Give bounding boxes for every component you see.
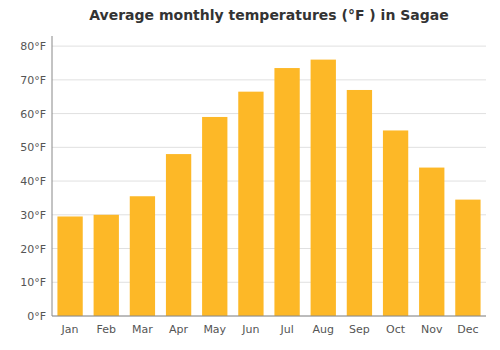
x-tick-label: Dec bbox=[457, 323, 478, 336]
grid-line bbox=[52, 316, 486, 317]
y-tick-label: 0°F bbox=[27, 310, 46, 323]
bar bbox=[274, 68, 299, 316]
x-tick-labels: Jan Feb Mar Apr May Jun Jul Aug Sep Oct Nov Dec bbox=[61, 323, 479, 336]
bar bbox=[455, 200, 480, 316]
x-tick-label: Feb bbox=[97, 323, 116, 336]
x-tick-label: Jul bbox=[279, 323, 293, 336]
bar bbox=[166, 154, 191, 316]
bar bbox=[130, 196, 155, 316]
bar bbox=[383, 130, 408, 316]
y-axis-line bbox=[52, 36, 53, 316]
x-tick-label: Nov bbox=[421, 323, 443, 336]
x-tick-label: Jan bbox=[61, 323, 79, 336]
x-tick-label: Aug bbox=[313, 323, 334, 336]
bars bbox=[57, 60, 480, 316]
x-tick-label: Oct bbox=[386, 323, 406, 336]
chart-container: Average monthly temperatures (°F ) in Sa… bbox=[0, 0, 500, 350]
bar bbox=[57, 216, 82, 316]
y-tick-label: 70°F bbox=[20, 74, 46, 87]
y-tick-label: 30°F bbox=[20, 209, 46, 222]
grid-line bbox=[52, 46, 486, 47]
x-axis-line bbox=[52, 316, 486, 317]
chart-svg: Average monthly temperatures (°F ) in Sa… bbox=[0, 0, 500, 350]
bar bbox=[311, 60, 336, 316]
bar bbox=[202, 117, 227, 316]
grid-line bbox=[52, 113, 486, 114]
x-tick-label: May bbox=[203, 323, 226, 336]
y-tick-label: 40°F bbox=[20, 175, 46, 188]
y-grid bbox=[52, 46, 486, 316]
bar bbox=[238, 92, 263, 316]
y-tick-labels: 0°F 10°F 20°F 30°F 40°F 50°F 60°F 70°F 80°F bbox=[20, 40, 46, 323]
grid-line bbox=[52, 79, 486, 80]
y-tick-label: 50°F bbox=[20, 141, 46, 154]
x-tick-label: Jun bbox=[241, 323, 259, 336]
y-tick-label: 10°F bbox=[20, 276, 46, 289]
x-tick-label: Sep bbox=[349, 323, 370, 336]
y-tick-label: 20°F bbox=[20, 243, 46, 256]
title: Average monthly temperatures (°F ) in Sa… bbox=[89, 7, 448, 23]
x-tick-label: Apr bbox=[169, 323, 189, 336]
bar bbox=[347, 90, 372, 316]
x-tick-label: Mar bbox=[132, 323, 153, 336]
bar bbox=[419, 168, 444, 316]
y-tick-label: 80°F bbox=[20, 40, 46, 53]
bar bbox=[94, 215, 119, 316]
y-tick-label: 60°F bbox=[20, 108, 46, 121]
grid-line bbox=[52, 147, 486, 148]
